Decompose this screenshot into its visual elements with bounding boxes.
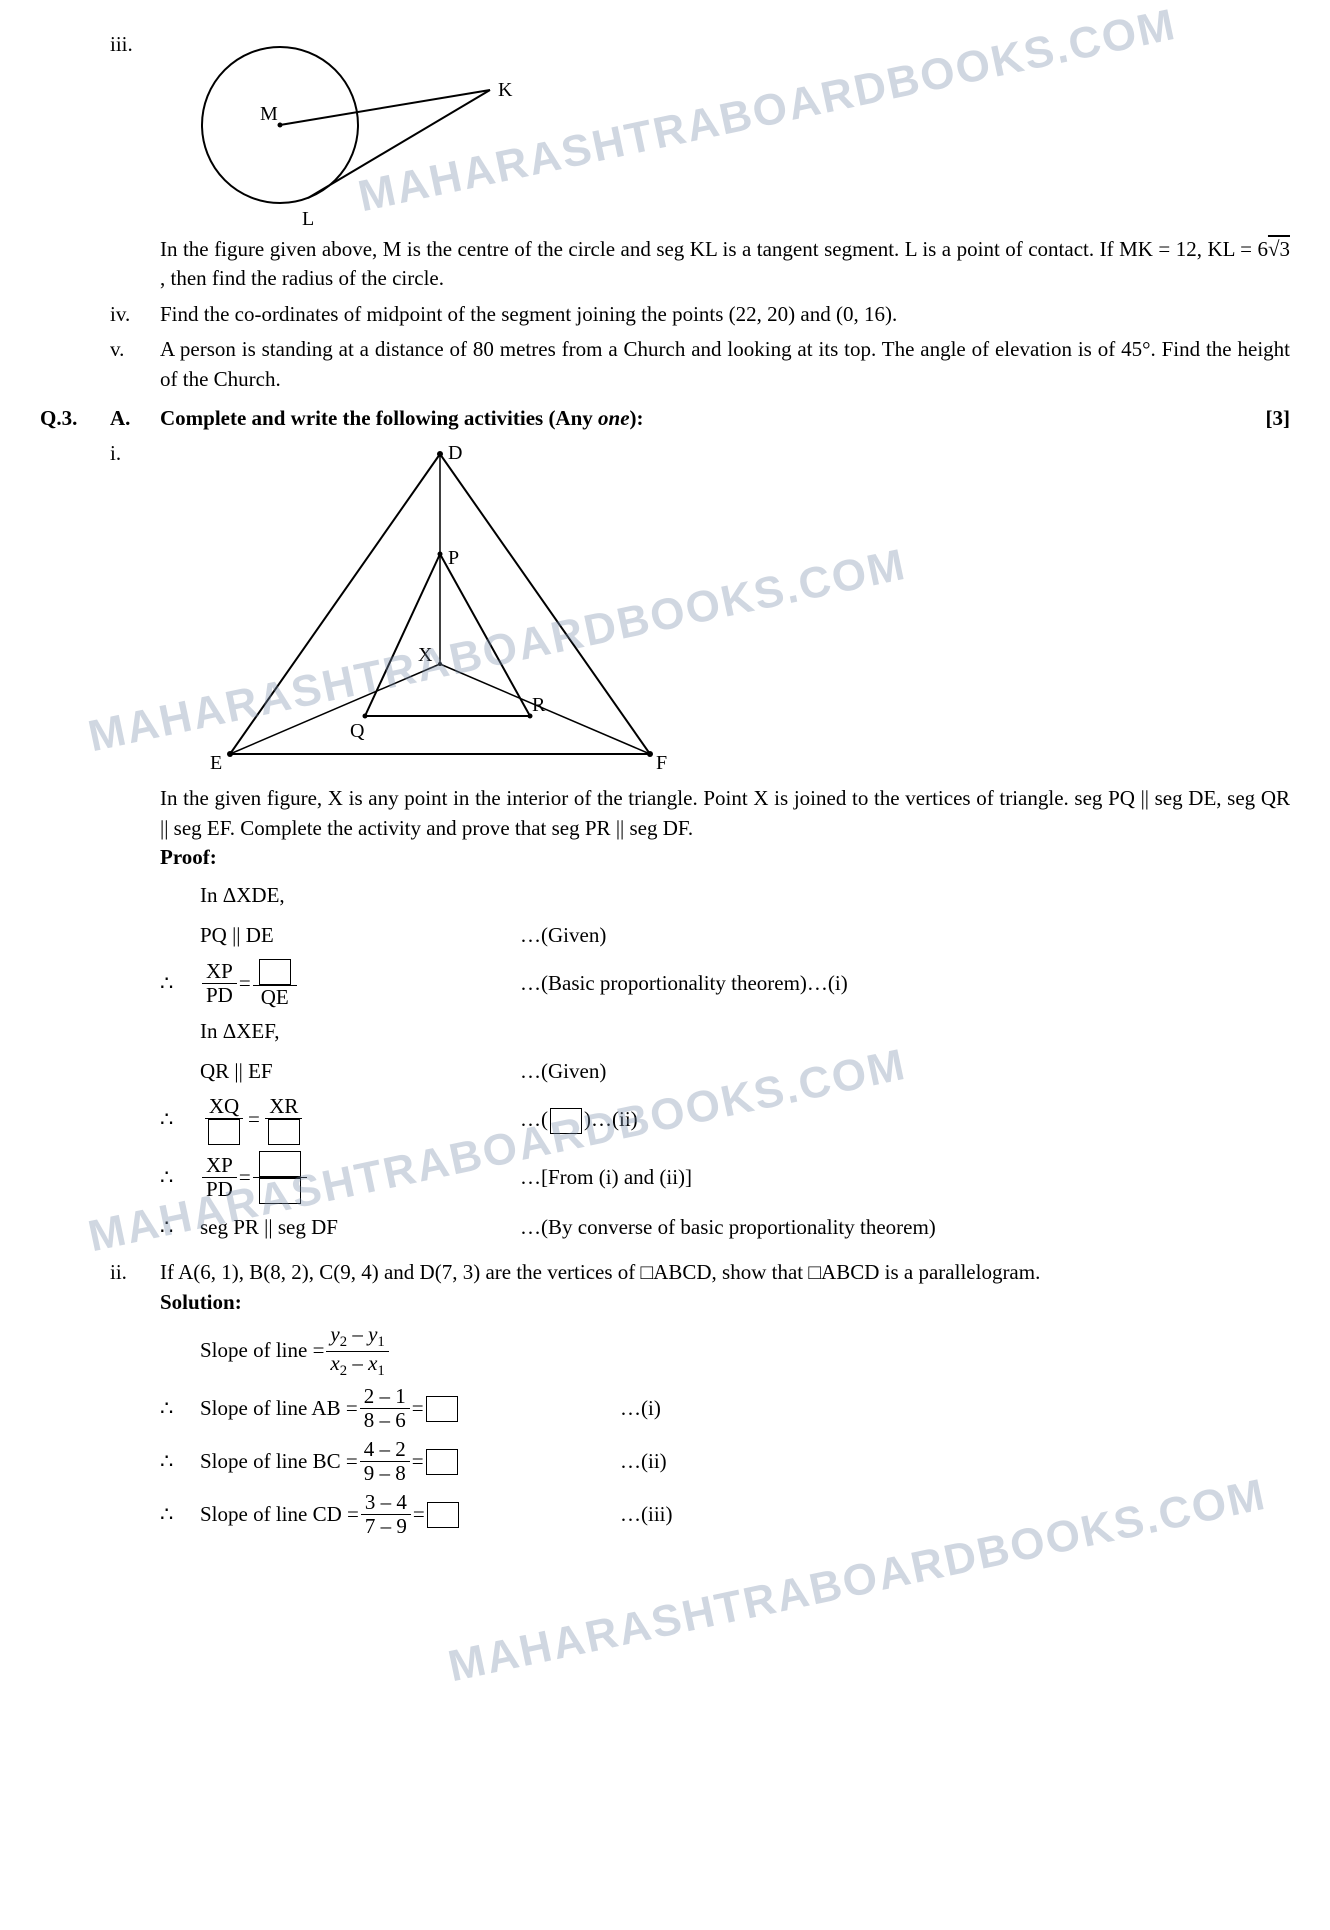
question-3-ii: ii. If A(6, 1), B(8, 2), C(9, 4) and D(7…	[40, 1258, 1290, 1317]
proof-block: In ΔXDE, PQ || DE …(Given) ∴ XPPD = QE ……	[160, 879, 1290, 1245]
solution-block: Slope of line = y2 – y1 x2 – x1 ∴ Slope …	[160, 1323, 1290, 1538]
blank-box	[259, 1178, 301, 1204]
blank-box	[427, 1502, 459, 1528]
svg-text:Q: Q	[350, 720, 365, 742]
question-iv-text: Find the co-ordinates of midpoint of the…	[160, 300, 1290, 329]
question-3-heading-row: Q.3. A. Complete and write the following…	[40, 404, 1290, 433]
svg-text:K: K	[498, 79, 513, 101]
svg-text:M: M	[260, 103, 278, 125]
triangle-figure: D E F P Q R X	[160, 439, 720, 784]
question-3-i: i. D E F P Q R X	[40, 439, 1290, 872]
svg-text:X: X	[418, 644, 433, 666]
question-v: v. A person is standing at a distance of…	[40, 335, 1290, 394]
circle-tangent-figure: M K L	[160, 30, 520, 235]
blank-box	[426, 1449, 458, 1475]
question-v-text: A person is standing at a distance of 80…	[160, 335, 1290, 394]
svg-text:L: L	[302, 208, 314, 230]
blank-box	[550, 1108, 582, 1134]
blank-box	[259, 1151, 301, 1177]
sublabel-3i: i.	[110, 439, 160, 468]
svg-text:P: P	[448, 547, 459, 569]
solution-label: Solution:	[160, 1288, 1290, 1317]
question-iii: iii. M K L In the figure given above, M …	[40, 30, 1290, 294]
sublabel-3ii: ii.	[110, 1258, 160, 1287]
svg-text:E: E	[210, 752, 222, 774]
blank-box	[426, 1396, 458, 1422]
q3-section-label: A.	[110, 404, 160, 433]
question-iii-text: In the figure given above, M is the cent…	[160, 235, 1290, 294]
q3-marks: [3]	[1240, 404, 1290, 433]
q3-label: Q.3.	[40, 404, 110, 433]
sublabel-iv: iv.	[110, 300, 160, 329]
svg-text:R: R	[532, 694, 546, 716]
blank-box	[208, 1119, 240, 1145]
svg-text:F: F	[656, 752, 667, 774]
q3-heading: Complete and write the following activit…	[160, 404, 1240, 433]
proof-label: Proof:	[160, 843, 1290, 872]
sublabel-iii: iii.	[110, 30, 160, 59]
blank-box	[259, 959, 291, 985]
blank-box	[268, 1119, 300, 1145]
svg-text:D: D	[448, 442, 462, 464]
question-iv: iv. Find the co-ordinates of midpoint of…	[40, 300, 1290, 329]
sublabel-v: v.	[110, 335, 160, 364]
q3i-text: In the given figure, X is any point in t…	[160, 784, 1290, 843]
q3ii-text: If A(6, 1), B(8, 2), C(9, 4) and D(7, 3)…	[160, 1258, 1290, 1287]
